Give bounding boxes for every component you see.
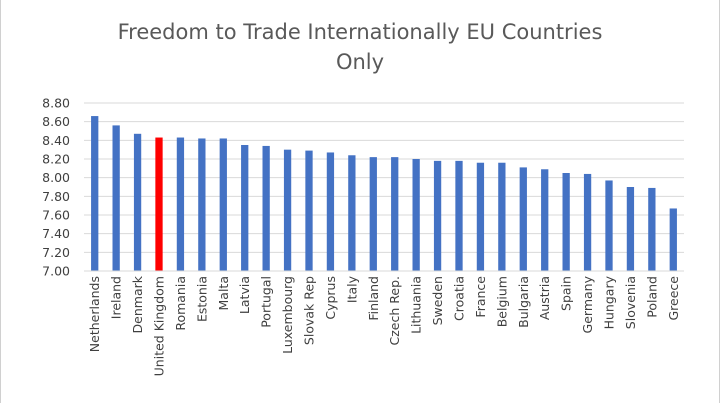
y-tick-label: 8.80 [42,96,70,111]
gridlines [84,102,684,272]
x-tick-label: Romania [173,276,188,331]
bar [391,157,399,271]
x-tick-label: Netherlands [87,276,102,352]
x-tick-label: Latvia [237,276,252,314]
bar [541,169,549,271]
x-tick-label: Slovenia [623,276,638,329]
y-tick-label: 7.40 [42,226,70,241]
y-tick-label: 8.00 [42,170,70,185]
x-tick-label: Hungary [602,275,617,329]
bar [305,150,313,271]
y-tick-label: 8.40 [42,133,70,148]
bar [91,116,99,271]
bar [348,155,356,271]
bar [648,187,656,271]
x-tick-label: Lithuania [409,276,424,334]
x-tick-label: Estonia [194,276,209,322]
bar [155,137,163,271]
x-tick-label: Sweden [430,276,445,325]
x-tick-label: Portugal [259,276,274,328]
x-tick-label: Malta [216,276,231,310]
y-tick-label: 7.20 [42,245,70,260]
bar [176,137,185,271]
x-tick-label: Greece [666,276,681,321]
bar [369,157,377,271]
x-tick-label: Denmark [130,275,145,333]
bar [219,138,227,271]
x-tick-label: Croatia [452,276,467,321]
y-tick-label: 7.80 [42,189,70,204]
chart-title-line-2: Only [335,50,385,74]
x-tick-label: Finland [366,276,381,321]
bar [433,160,442,271]
bar [562,173,570,271]
y-tick-label: 8.60 [42,114,70,129]
x-tick-label: Poland [644,276,659,318]
bar [198,138,206,271]
x-tick-label: Austria [537,276,552,320]
bar [669,208,677,271]
bar [283,149,292,271]
bar [583,173,592,271]
x-tick-label: France [473,276,488,318]
bar [498,162,506,271]
chart-title-line-1: Freedom to Trade Internationally EU Coun… [117,20,603,44]
x-axis: Netherlands Ireland Denmark United Kingdom R… [84,270,684,376]
x-tick-label: Slovak Rep [302,276,317,345]
x-tick-label: Luxembourg [280,276,295,354]
x-tick-label: Italy [344,275,359,303]
bar [262,145,270,271]
bar [326,152,335,271]
bar [519,167,527,271]
x-tick-label: Spain [559,276,574,311]
x-tick-label: Bulgaria [516,276,531,328]
y-axis: 7.00 7.20 7.40 7.60 7.80 8.00 8.20 8.40 8.60 8.80 [42,96,70,279]
x-tick-label: Czech Rep. [387,276,402,345]
y-tick-label: 7.00 [42,264,70,279]
x-tick-label: United Kingdom [152,276,167,376]
bar [605,180,613,271]
bar [626,187,635,271]
bar [412,159,420,271]
bar [455,160,463,271]
bar [476,162,485,271]
y-tick-label: 8.20 [42,152,70,167]
bars [91,116,677,272]
x-tick-label: Belgium [494,276,509,327]
bar [241,145,249,271]
bar [112,125,120,272]
x-tick-label: Cyprus [323,276,338,320]
y-tick-label: 7.60 [42,208,70,223]
x-tick-label: Germany [580,275,595,333]
x-tick-label: Ireland [109,276,124,319]
bar [133,133,142,271]
